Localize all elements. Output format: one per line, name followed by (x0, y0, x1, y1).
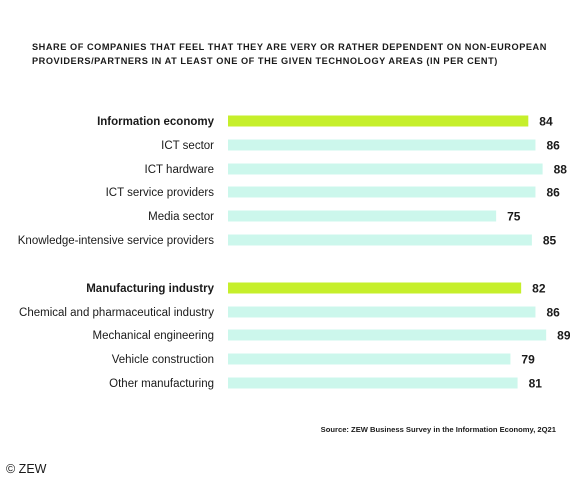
category-label: Manufacturing industry (86, 283, 214, 295)
category-label: ICT sector (161, 140, 214, 152)
value-label: 75 (507, 210, 521, 224)
bar (228, 163, 543, 175)
chart-title-line-2: PROVIDERS/PARTNERS IN AT LEAST ONE OF TH… (32, 56, 498, 66)
bar (228, 377, 518, 389)
category-label: Knowledge-intensive service providers (18, 235, 214, 247)
bar (228, 282, 522, 294)
value-label: 79 (521, 353, 535, 367)
category-label: Mechanical engineering (93, 330, 214, 342)
category-label: ICT service providers (106, 187, 215, 199)
bar (228, 139, 536, 151)
category-label: Media sector (148, 211, 214, 223)
bar (228, 329, 547, 341)
value-label: 84 (539, 115, 553, 129)
value-label: 81 (529, 377, 543, 391)
copyright-notice: © ZEW (6, 462, 47, 476)
bar (228, 234, 532, 246)
source-note: Source: ZEW Business Survey in the Infor… (320, 425, 556, 434)
value-label: 85 (543, 234, 557, 248)
category-label: Other manufacturing (109, 378, 214, 390)
value-label: 82 (532, 282, 546, 296)
category-label: Chemical and pharmaceutical industry (19, 307, 214, 319)
category-label: Information economy (97, 116, 215, 128)
bar (228, 210, 497, 222)
bar (228, 353, 511, 365)
chart-title-line-1: SHARE OF COMPANIES THAT FEEL THAT THEY A… (32, 42, 547, 52)
value-label: 86 (546, 186, 560, 200)
category-label: ICT hardware (145, 164, 214, 176)
bar (228, 306, 536, 318)
value-label: 89 (557, 329, 570, 343)
bar (228, 115, 529, 127)
value-label: 86 (546, 139, 560, 153)
category-label: Vehicle construction (112, 354, 214, 366)
chart-title: SHARE OF COMPANIES THAT FEEL THAT THEY A… (32, 40, 552, 68)
value-label: 86 (546, 306, 560, 320)
value-label: 88 (554, 163, 568, 177)
bar (228, 186, 536, 198)
